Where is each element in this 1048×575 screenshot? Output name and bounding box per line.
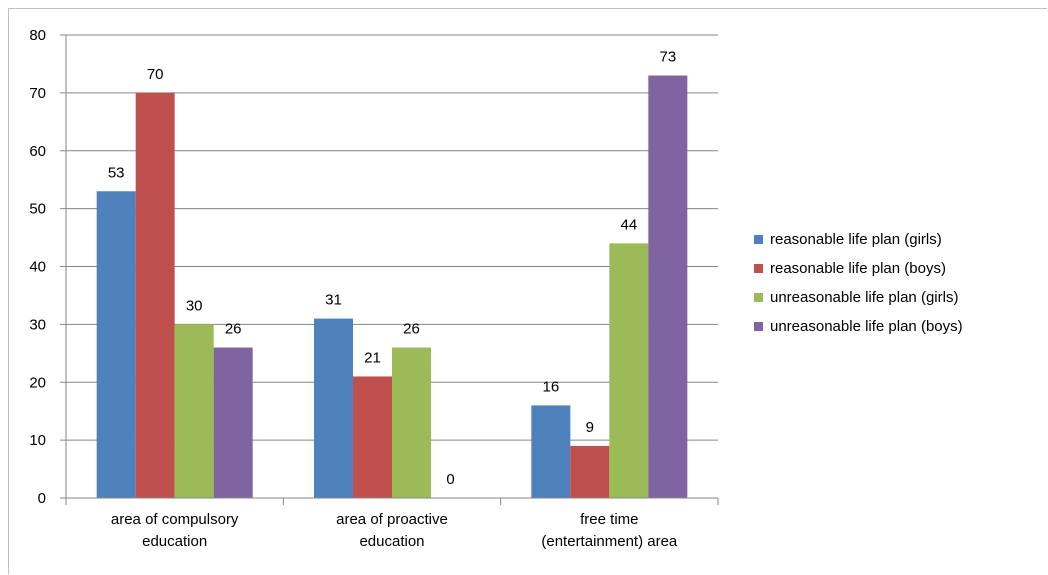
x-category-label: free time <box>580 511 638 528</box>
x-category-label: area of proactive <box>336 511 448 528</box>
chart-frame <box>8 8 1047 574</box>
legend-label: unreasonable life plan (girls) <box>770 289 958 306</box>
bar <box>531 405 571 498</box>
bar <box>135 92 175 498</box>
y-tick-label: 80 <box>29 27 46 44</box>
axes: 0 10 20 30 40 50 60 70 80 area of compulsory educa… <box>29 27 719 550</box>
x-category-label: education <box>359 533 424 550</box>
bar <box>353 376 392 498</box>
y-tick-label: 60 <box>29 143 46 160</box>
bars <box>96 75 688 498</box>
x-category-label: area of compulsory <box>111 511 239 528</box>
data-label: 16 <box>542 378 559 395</box>
y-tick-label: 0 <box>38 490 46 507</box>
y-tick-label: 10 <box>29 432 46 449</box>
legend-swatch <box>754 293 763 302</box>
y-tick-label: 40 <box>29 259 46 276</box>
y-tick-label: 50 <box>29 201 46 218</box>
x-category-label: (entertainment) area <box>541 533 678 550</box>
legend-label: unreasonable life plan (boys) <box>770 318 963 335</box>
bar <box>314 318 353 498</box>
legend-swatch <box>754 264 763 273</box>
data-labels: 53 70 30 26 31 21 26 0 16 9 44 73 <box>108 49 676 488</box>
legend-label: reasonable life plan (boys) <box>770 260 946 277</box>
data-label: 53 <box>108 164 125 181</box>
bar <box>648 75 688 498</box>
data-label: 9 <box>586 419 594 436</box>
data-label: 31 <box>325 292 342 309</box>
y-tick-label: 70 <box>29 85 46 102</box>
data-label: 73 <box>659 49 676 66</box>
data-label: 70 <box>147 66 164 83</box>
data-label: 26 <box>403 321 420 338</box>
y-tick-label: 30 <box>29 316 46 333</box>
y-tick-label: 20 <box>29 374 46 391</box>
legend-label: reasonable life plan (girls) <box>770 231 942 248</box>
data-label: 30 <box>186 297 203 314</box>
data-label: 26 <box>225 321 242 338</box>
bar <box>96 191 136 498</box>
bar <box>213 347 253 498</box>
x-category-label: education <box>142 533 207 550</box>
bar <box>609 243 649 498</box>
data-label: 21 <box>364 349 381 366</box>
bar <box>174 324 214 498</box>
bar <box>392 347 431 498</box>
data-label: 44 <box>620 216 637 233</box>
legend-swatch <box>754 235 763 244</box>
legend-swatch <box>754 322 763 331</box>
data-label: 0 <box>446 471 454 488</box>
legend: reasonable life plan (girls) reasonable l… <box>754 231 963 335</box>
bar <box>570 445 610 498</box>
